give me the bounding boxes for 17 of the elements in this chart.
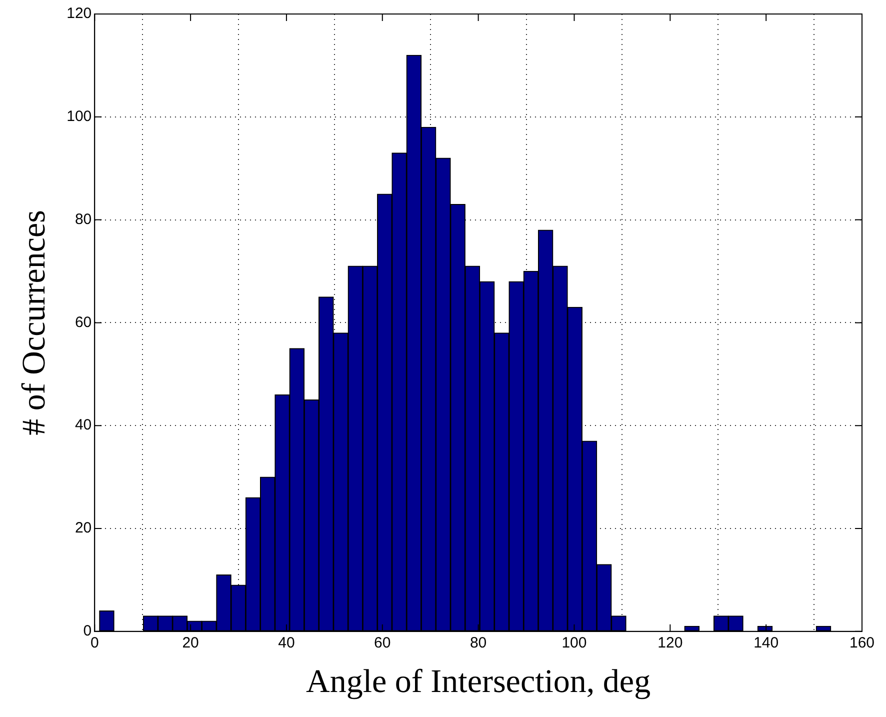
y-tick-label: 20 bbox=[74, 520, 92, 537]
x-tick-label: 100 bbox=[562, 634, 587, 652]
x-tick-label: 20 bbox=[182, 634, 199, 652]
x-tick-label: 80 bbox=[470, 634, 487, 652]
y-tick-label: 60 bbox=[74, 314, 92, 331]
x-tick-label: 160 bbox=[849, 634, 875, 652]
x-tick-label: 140 bbox=[754, 634, 779, 652]
y-tick-label: 100 bbox=[66, 108, 92, 126]
x-axis-title: Angle of Intersection, deg bbox=[306, 664, 651, 700]
y-tick-label: 80 bbox=[74, 210, 92, 228]
y-tick-label: 40 bbox=[74, 416, 92, 434]
x-tick-label: 60 bbox=[374, 634, 391, 652]
y-axis-title: # of Occurrences bbox=[16, 210, 52, 436]
y-tick-label: 0 bbox=[83, 622, 92, 640]
y-tick-label: 120 bbox=[66, 5, 92, 22]
x-tick-label: 40 bbox=[278, 634, 295, 652]
x-tick-label: 120 bbox=[658, 634, 683, 652]
